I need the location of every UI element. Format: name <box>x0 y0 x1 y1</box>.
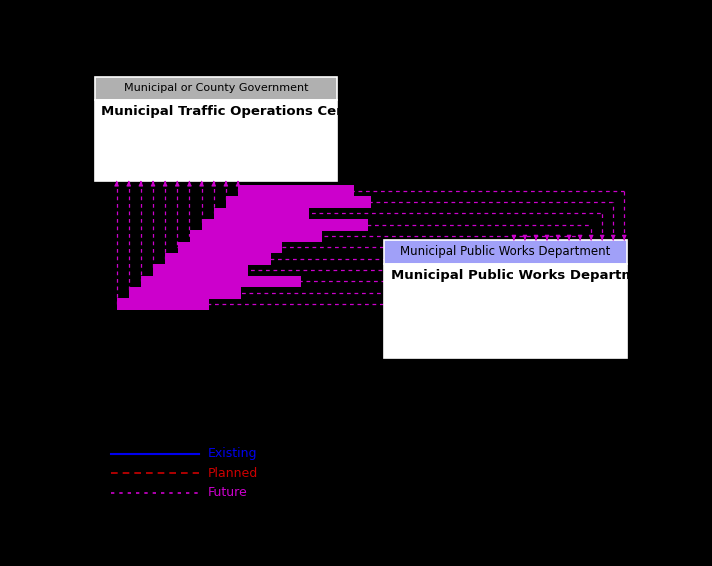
Bar <box>95 76 337 100</box>
Text: Existing: Existing <box>208 447 257 460</box>
Text: field equipment status: field equipment status <box>167 254 269 263</box>
Text: maint and constr resource response: maint and constr resource response <box>203 220 367 229</box>
Text: incident information: incident information <box>155 265 247 275</box>
Text: field equipment status: field equipment status <box>167 254 269 263</box>
Text: maint and constr resource request: maint and constr resource request <box>142 277 299 286</box>
Text: field equipment status: field equipment status <box>167 254 269 263</box>
Text: incident information: incident information <box>155 265 247 275</box>
Text: incident information: incident information <box>215 209 308 218</box>
Text: Municipal Traffic Operations Center: Municipal Traffic Operations Center <box>101 105 367 118</box>
Text: equipment maintenance status: equipment maintenance status <box>228 198 370 207</box>
Text: road network conditions: road network conditions <box>130 288 240 297</box>
Text: maint and constr work plans: maint and constr work plans <box>191 231 320 241</box>
Text: Municipal Public Works Department: Municipal Public Works Department <box>391 269 659 282</box>
Text: equipment maintenance status: equipment maintenance status <box>228 198 370 207</box>
Text: road network conditions: road network conditions <box>130 288 240 297</box>
Text: Municipal Public Works Department: Municipal Public Works Department <box>400 245 611 258</box>
Text: current asset restrictions: current asset restrictions <box>240 186 353 195</box>
Text: work zone information: work zone information <box>179 243 281 252</box>
Text: maint and constr resource request: maint and constr resource request <box>142 277 299 286</box>
Text: work zone information: work zone information <box>179 243 281 252</box>
Text: incident information: incident information <box>215 209 308 218</box>
Text: work plan feedback: work plan feedback <box>118 299 207 308</box>
Text: maint and constr work plans: maint and constr work plans <box>191 231 320 241</box>
Text: equipment maintenance status: equipment maintenance status <box>228 198 370 207</box>
Text: work plan feedback: work plan feedback <box>118 299 207 308</box>
Text: road network conditions: road network conditions <box>130 288 240 297</box>
Text: work zone information: work zone information <box>179 243 281 252</box>
Text: incident information: incident information <box>155 265 247 275</box>
Text: Municipal or County Government: Municipal or County Government <box>124 83 308 93</box>
Text: maint and constr work plans: maint and constr work plans <box>191 231 320 241</box>
Text: incident information: incident information <box>215 209 308 218</box>
Text: maint and constr resource request: maint and constr resource request <box>142 277 299 286</box>
Bar <box>384 264 627 358</box>
Text: work plan feedback: work plan feedback <box>118 299 207 308</box>
Text: maint and constr resource response: maint and constr resource response <box>203 220 367 229</box>
Text: Future: Future <box>208 486 247 499</box>
Text: maint and constr resource response: maint and constr resource response <box>203 220 367 229</box>
Bar <box>95 100 337 181</box>
Bar <box>384 240 627 264</box>
Text: Planned: Planned <box>208 467 258 480</box>
Text: current asset restrictions: current asset restrictions <box>240 186 353 195</box>
Text: current asset restrictions: current asset restrictions <box>240 186 353 195</box>
